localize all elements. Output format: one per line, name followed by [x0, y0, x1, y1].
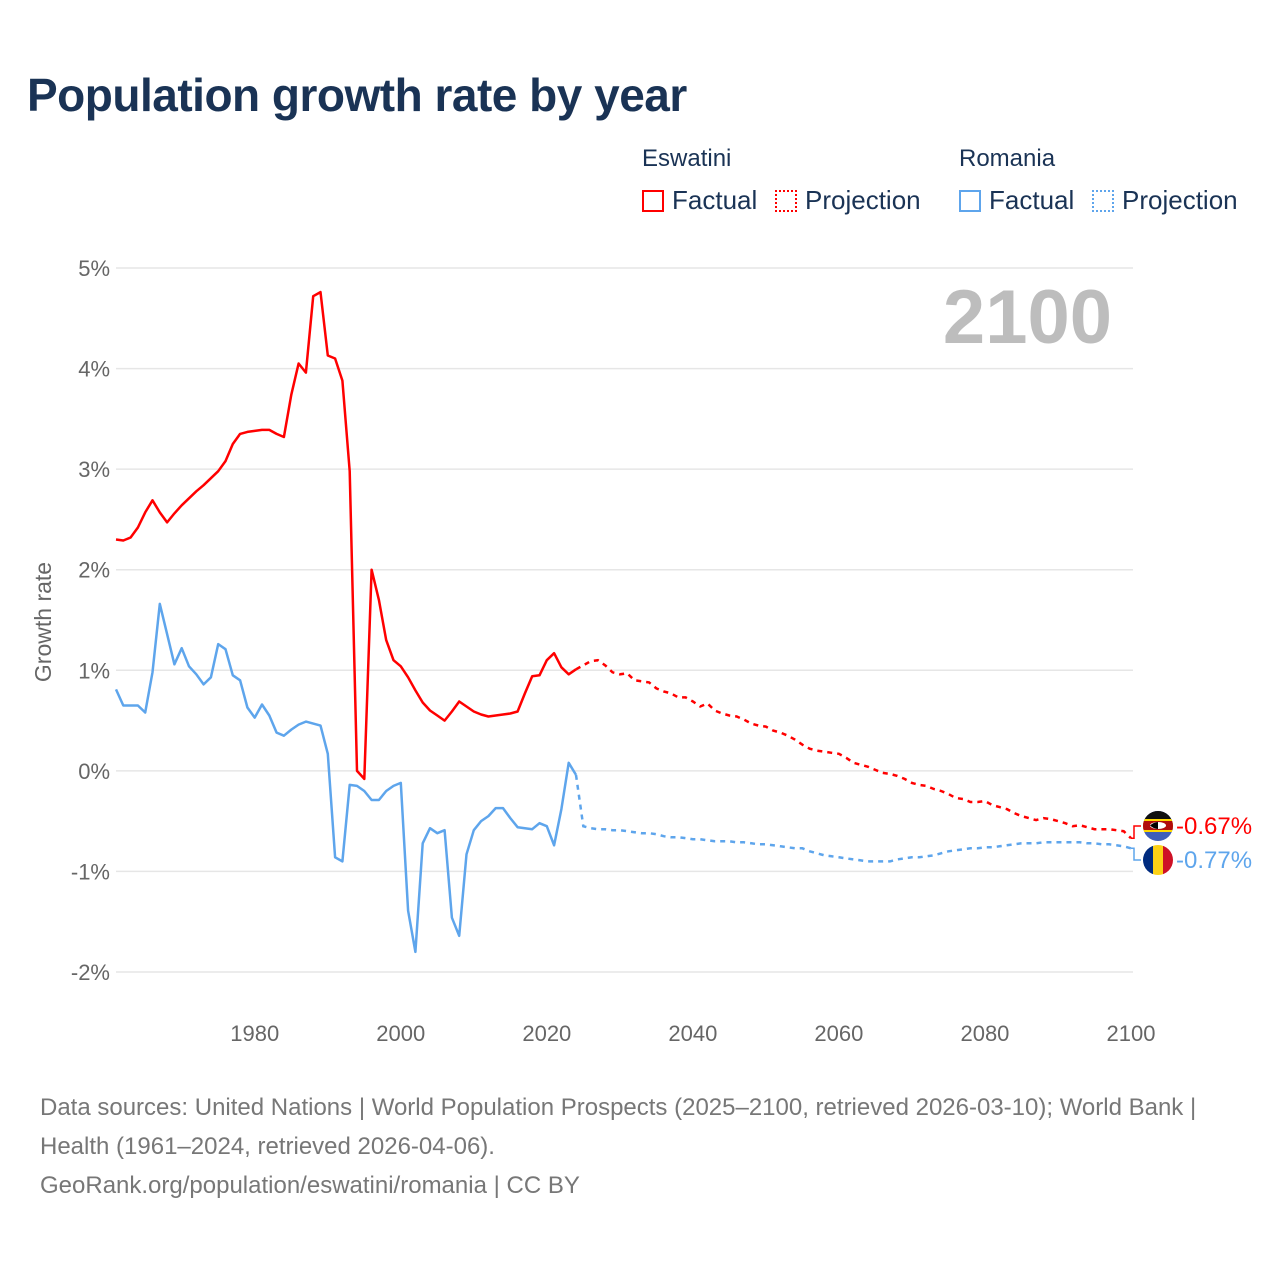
x-tick-label: 2080 [960, 1021, 1009, 1046]
legend-label: Factual [989, 185, 1075, 215]
legend-label: Factual [672, 185, 758, 215]
end-labels: -0.67% -0.77% [1131, 813, 1252, 874]
romania-factual-line [114, 602, 578, 954]
y-tick-label: 1% [78, 658, 110, 683]
romania-leader-line [1131, 847, 1141, 861]
year-annotation: 2100 [943, 275, 1112, 360]
solid-swatch-icon [642, 189, 664, 212]
y-tick-label: 3% [78, 457, 110, 482]
x-tick-label: 2020 [522, 1021, 571, 1046]
legend-eswatini-factual[interactable]: Factual [642, 185, 757, 216]
x-tick-label: 2040 [668, 1021, 717, 1046]
eswatini-flag-icon [1143, 811, 1173, 841]
x-tick-label: 2100 [1107, 1021, 1156, 1046]
eswatini-leader-line [1131, 825, 1141, 839]
romania-projection-line [574, 774, 1132, 863]
y-tick-label: -2% [71, 960, 110, 985]
y-tick-label: 0% [78, 759, 110, 784]
series-lines [114, 290, 1132, 954]
x-tick-label: 1980 [230, 1021, 279, 1046]
credit-link[interactable]: GeoRank.org/population/eswatini/romania … [40, 1172, 580, 1199]
x-axis-ticks: 1980 2000 2020 2040 2060 2080 2100 [230, 1021, 1155, 1046]
romania-end-label: -0.77% [1176, 847, 1252, 874]
y-tick-label: -1% [71, 859, 110, 884]
gridlines [116, 267, 1133, 973]
legend-eswatini-projection[interactable]: Projection [775, 185, 921, 216]
romania-flag-icon [1143, 845, 1173, 875]
legend-country-romania: Romania [959, 145, 1056, 172]
legend-romania-factual[interactable]: Factual [959, 185, 1074, 216]
y-tick-label: 4% [78, 357, 110, 382]
footer: Data sources: United Nations | World Pop… [40, 1088, 1240, 1205]
eswatini-end-label: -0.67% [1176, 813, 1252, 840]
legend-label: Projection [1122, 185, 1238, 215]
eswatini-projection-line [575, 658, 1132, 840]
y-axis-ticks: 5% 4% 3% 2% 1% 0% -1% -2% [71, 256, 110, 985]
eswatini-factual-line [115, 290, 577, 781]
y-axis-label: Growth rate [30, 562, 56, 682]
data-sources: Data sources: United Nations | World Pop… [40, 1094, 1197, 1160]
x-tick-label: 2000 [376, 1021, 425, 1046]
chart-title: Population growth rate by year [27, 69, 687, 121]
y-tick-label: 2% [78, 558, 110, 583]
legend-country-eswatini: Eswatini [642, 145, 732, 172]
dotted-swatch-icon [1092, 189, 1114, 212]
x-tick-label: 2060 [814, 1021, 863, 1046]
dotted-swatch-icon [775, 189, 797, 212]
legend-label: Projection [805, 185, 921, 215]
y-tick-label: 5% [78, 256, 110, 281]
solid-swatch-icon [959, 189, 981, 212]
legend-romania-projection[interactable]: Projection [1092, 185, 1238, 216]
